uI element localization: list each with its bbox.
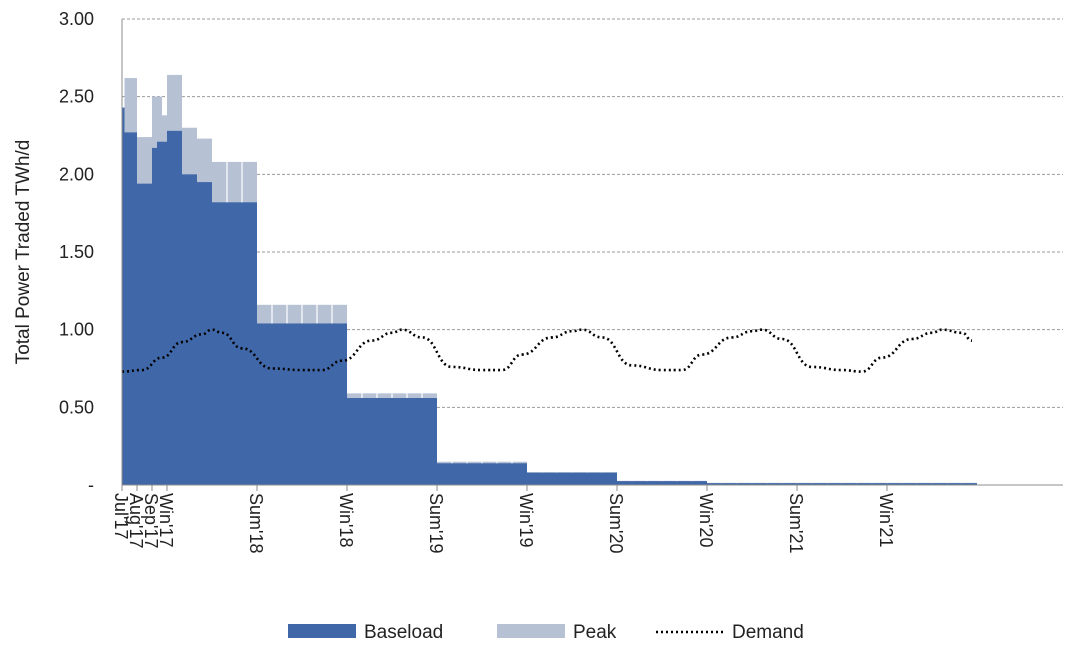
baseload-bar: [707, 483, 977, 485]
baseload-bar: [137, 183, 152, 486]
x-tick-label: Win'19: [516, 493, 536, 547]
demand-line: [121, 328, 973, 373]
y-tick-label: -: [88, 475, 94, 495]
baseload-bar: [157, 141, 167, 486]
baseload-bar: [212, 202, 257, 485]
x-tick-label: Sum'21: [786, 493, 806, 553]
y-tick-label: 2.50: [59, 87, 94, 107]
legend-label-baseload: Baseload: [364, 622, 443, 643]
baseload-bar: [527, 472, 617, 485]
baseload-bar: [182, 174, 197, 486]
x-tick-label: Aug'17: [126, 493, 146, 549]
x-tick-label: Win'21: [876, 493, 896, 547]
legend-label-peak: Peak: [573, 622, 617, 643]
x-tick-label: Win'17: [156, 493, 176, 547]
baseload-bar: [152, 147, 157, 485]
legend: Baseload Peak Demand: [288, 622, 804, 643]
baseload-bar: [257, 323, 347, 485]
y-tick-label: 1.50: [59, 242, 94, 262]
x-tick-label: Win'20: [696, 493, 716, 547]
y-tick-label: 3.00: [59, 9, 94, 29]
legend-swatch-baseload: [288, 624, 356, 638]
plot-area: [122, 74, 977, 486]
x-tick-label: Sum'19: [426, 493, 446, 553]
x-tick-label: Sum'18: [246, 493, 266, 553]
y-tick-label: 2.00: [59, 164, 94, 184]
y-tick-label: 0.50: [59, 397, 94, 417]
x-tick-label: Sum'20: [606, 493, 626, 553]
baseload-bar: [347, 398, 437, 485]
demand-line-layer: [121, 328, 973, 373]
baseload-bar: [617, 481, 707, 485]
x-tick-label: Sep'17: [141, 493, 161, 549]
legend-label-demand: Demand: [732, 622, 804, 643]
baseload-bar: [437, 463, 527, 485]
x-tick-label: Win'18: [336, 493, 356, 547]
legend-swatch-peak: [497, 624, 565, 638]
x-tick-label: Jul'17: [111, 493, 131, 539]
baseload-bar: [122, 107, 125, 485]
baseload-bar: [167, 130, 182, 485]
baseload-bar: [124, 132, 137, 486]
y-tick-label: 1.00: [59, 320, 94, 340]
axes: - 0.50 1.00 1.50 2.00 2.50 3.00 Jul'17Aug'17Sep…: [59, 9, 1063, 553]
y-axis-label: Total Power Traded TWh/d: [13, 140, 34, 365]
